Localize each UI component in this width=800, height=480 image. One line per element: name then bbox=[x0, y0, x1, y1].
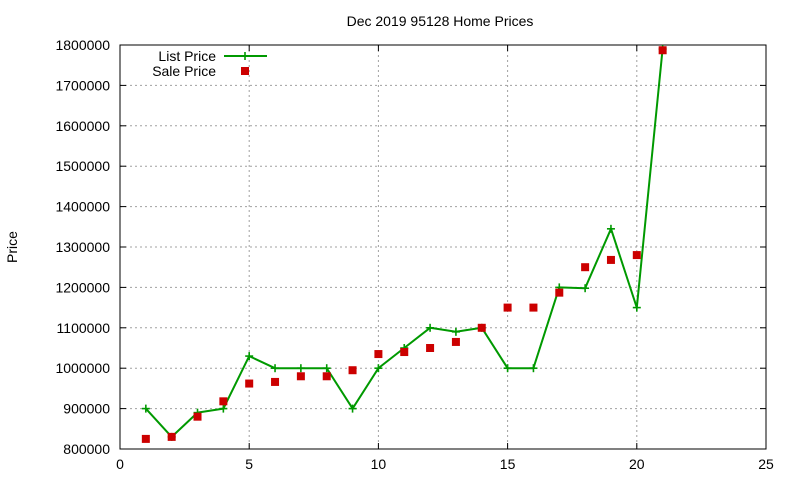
legend-label-list-price: List Price bbox=[158, 48, 216, 64]
list-price-point bbox=[529, 364, 538, 373]
sale-price-point bbox=[245, 379, 254, 388]
sale-price-point bbox=[167, 432, 176, 441]
sale-price-point bbox=[374, 350, 383, 359]
x-tick-labels: 0 5 10 15 20 25 bbox=[116, 456, 774, 472]
sale-price-point bbox=[426, 344, 435, 352]
legend-label-sale-price: Sale Price bbox=[152, 63, 216, 79]
sale-price-point bbox=[141, 434, 150, 443]
sale-price-point bbox=[529, 303, 538, 312]
list-price-point bbox=[581, 284, 590, 293]
y-tick-label: 1100000 bbox=[57, 320, 111, 336]
sale-price-point bbox=[296, 372, 305, 381]
list-price-point bbox=[348, 404, 357, 413]
list-price-point bbox=[451, 327, 460, 336]
y-tick-label: 800000 bbox=[63, 441, 110, 457]
list-price-point bbox=[322, 364, 331, 373]
sale-price-point bbox=[193, 412, 202, 421]
sale-price-point bbox=[322, 372, 331, 381]
x-tick-label: 15 bbox=[500, 456, 516, 472]
y-tick-label: 1300000 bbox=[55, 239, 110, 255]
list-price-point bbox=[503, 364, 512, 373]
axis-ticks bbox=[119, 44, 767, 450]
list-price-point bbox=[296, 364, 305, 373]
legend-key-list-price bbox=[224, 52, 267, 60]
legend-key-sale-price bbox=[241, 67, 249, 75]
y-tick-label: 1200000 bbox=[55, 279, 110, 295]
sale-price-point bbox=[477, 323, 486, 332]
x-tick-label: 25 bbox=[758, 456, 774, 472]
chart-title: Dec 2019 95128 Home Prices bbox=[347, 13, 534, 29]
series-layer bbox=[141, 45, 667, 443]
y-tick-label: 1500000 bbox=[55, 158, 110, 174]
x-tick-label: 0 bbox=[116, 456, 124, 472]
sale-price-point bbox=[451, 337, 460, 346]
y-tick-label: 1600000 bbox=[55, 118, 110, 134]
x-tick-label: 20 bbox=[629, 456, 645, 472]
x-tick-label: 10 bbox=[371, 456, 387, 472]
sale-price-point bbox=[271, 377, 280, 386]
legend-marker-list-price bbox=[241, 52, 249, 60]
y-tick-label: 1700000 bbox=[55, 77, 110, 93]
y-tick-label: 1800000 bbox=[55, 37, 110, 53]
list-price-point bbox=[271, 364, 280, 373]
list-price-point bbox=[141, 404, 150, 413]
sale-price-point bbox=[348, 366, 357, 375]
y-axis-label: Price bbox=[4, 231, 20, 263]
sale-price-point bbox=[555, 288, 564, 297]
list-price-point bbox=[219, 404, 228, 413]
series-sale-price bbox=[141, 46, 667, 443]
sale-price-point bbox=[503, 303, 512, 312]
list-price-point bbox=[374, 364, 383, 373]
sale-price-point bbox=[632, 251, 641, 260]
sale-price-point bbox=[606, 255, 615, 264]
y-tick-labels: 800000 900000 1000000 1100000 1200000 1300000… bbox=[55, 37, 110, 457]
sale-price-point bbox=[581, 263, 590, 272]
x-tick-label: 5 bbox=[245, 456, 253, 472]
y-tick-label: 900000 bbox=[63, 401, 110, 417]
legend: List Price Sale Price bbox=[152, 48, 267, 79]
y-tick-label: 1400000 bbox=[55, 199, 110, 215]
sale-price-point bbox=[219, 397, 228, 406]
list-price-point bbox=[606, 224, 615, 233]
list-price-point bbox=[245, 352, 254, 361]
list-price-point bbox=[632, 303, 641, 312]
list-price-point bbox=[426, 323, 435, 332]
legend-marker-sale-price bbox=[241, 67, 249, 75]
sale-price-point bbox=[400, 348, 409, 357]
y-tick-label: 1000000 bbox=[55, 360, 110, 376]
sale-price-point bbox=[658, 46, 667, 55]
